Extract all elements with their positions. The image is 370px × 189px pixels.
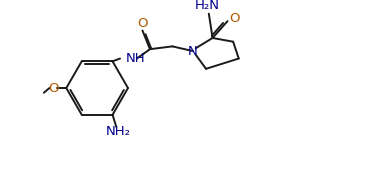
Text: N: N (188, 45, 198, 58)
Text: O: O (137, 16, 148, 29)
Text: NH: NH (126, 52, 145, 65)
Text: H₂N: H₂N (195, 0, 219, 12)
Text: O: O (48, 81, 58, 94)
Text: O: O (229, 12, 239, 25)
Text: NH₂: NH₂ (106, 125, 131, 138)
